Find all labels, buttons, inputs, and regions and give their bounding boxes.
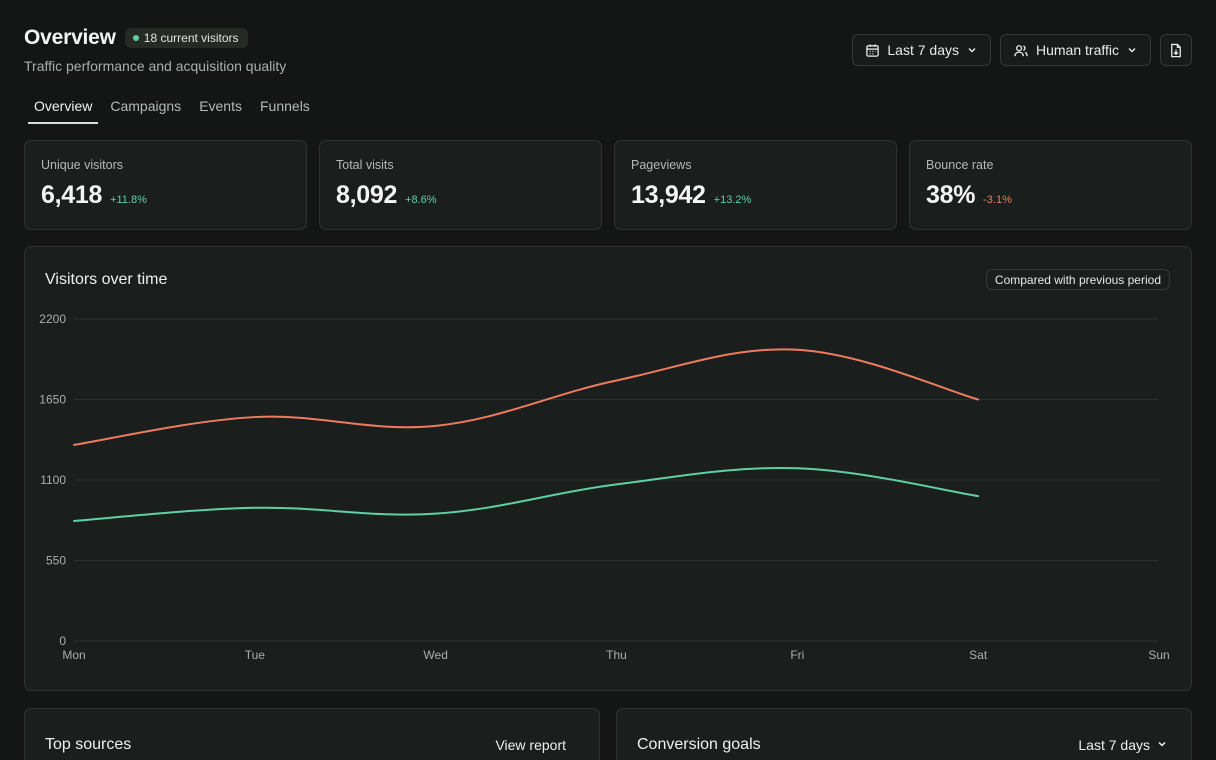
metric-row: 38% -3.1%: [926, 181, 1175, 210]
visitors-line-chart: 0 550 1100 1650 2200 Mon Tue Wed Thu Fri Sat Sun: [39, 312, 1169, 662]
page-title: Overview: [24, 26, 116, 49]
conversion-goals-card: Conversion goals Last 7 days: [616, 708, 1192, 760]
date-range-select[interactable]: Last 7 days: [852, 34, 991, 66]
metric-card-pageviews: Pageviews 13,942 +13.2%: [614, 140, 897, 230]
metric-delta: +8.6%: [405, 194, 437, 206]
traffic-filter-select[interactable]: Human traffic: [1000, 34, 1151, 66]
metric-value: 38%: [926, 181, 976, 209]
tab-campaigns[interactable]: Campaigns: [110, 98, 182, 114]
export-button[interactable]: [1160, 34, 1192, 66]
top-sources-card: Top sources View report: [24, 708, 600, 760]
metric-value: 6,418: [41, 181, 103, 209]
x-tick-label: Mon: [62, 648, 85, 662]
chart-title: Visitors over time: [45, 271, 168, 288]
live-visitors-badge: 18 current visitors: [124, 28, 248, 48]
live-visitors-text: 18 current visitors: [143, 31, 239, 45]
y-tick-label: 550: [46, 554, 66, 568]
tab-bar: Overview Campaigns Events Funnels: [28, 98, 316, 124]
visitors-chart-card: 0 550 1100 1650 2200 Mon Tue Wed Thu Fri Sat Sun Vi…: [24, 246, 1192, 691]
tab-events[interactable]: Events: [199, 98, 242, 114]
metric-delta: -3.1%: [983, 194, 1012, 206]
users-icon: [1013, 43, 1029, 58]
metric-label: Pageviews: [631, 158, 692, 172]
tab-overview[interactable]: Overview: [28, 98, 99, 124]
x-tick-label: Wed: [423, 648, 447, 662]
compare-period-pill[interactable]: Compared with previous period: [985, 269, 1170, 290]
metric-label: Bounce rate: [926, 158, 994, 172]
y-tick-label: 2200: [39, 312, 66, 326]
x-tick-label: Fri: [790, 648, 804, 662]
y-tick-label: 0: [59, 634, 66, 648]
export-icon: [1169, 43, 1183, 58]
metric-label: Unique visitors: [41, 158, 123, 172]
metric-card-total-visits: Total visits 8,092 +8.6%: [319, 140, 602, 230]
top-sources-title: Top sources: [45, 736, 132, 753]
page-header: Overview 18 current visitors Traffic per…: [24, 26, 286, 74]
series-line-1: [73, 467, 980, 522]
y-tick-label: 1650: [39, 393, 66, 407]
x-tick-label: Sun: [1148, 648, 1169, 662]
view-report-link[interactable]: View report: [495, 737, 566, 753]
calendar-icon: [865, 43, 880, 58]
metric-card-unique-visitors: Unique visitors 6,418 +11.8%: [24, 140, 307, 230]
page-subtitle: Traffic performance and acquisition qual…: [24, 58, 287, 74]
header-controls: Last 7 days Human traffic: [852, 34, 1192, 66]
chevron-down-icon: [1156, 737, 1168, 753]
traffic-filter-label: Human traffic: [1036, 42, 1119, 58]
view-report-label: View report: [495, 737, 566, 753]
metric-card-bounce-rate: Bounce rate 38% -3.1%: [909, 140, 1192, 230]
goals-range-label: Last 7 days: [1078, 737, 1150, 753]
metric-label: Total visits: [336, 158, 394, 172]
title-row: Overview 18 current visitors: [24, 26, 286, 50]
x-tick-label: Sat: [969, 648, 988, 662]
metric-row: 6,418 +11.8%: [41, 181, 290, 210]
live-dot-icon: [132, 35, 139, 41]
date-range-label: Last 7 days: [887, 42, 959, 58]
metric-value: 8,092: [336, 181, 398, 209]
chevron-down-icon: [966, 44, 978, 56]
goals-range-select[interactable]: Last 7 days: [1078, 737, 1168, 753]
metric-delta: +11.8%: [110, 194, 147, 206]
x-tick-label: Tue: [245, 648, 266, 662]
metric-delta: +13.2%: [713, 194, 752, 206]
metric-value: 13,942: [631, 181, 706, 209]
conversion-goals-title: Conversion goals: [637, 736, 761, 753]
x-tick-label: Thu: [606, 648, 627, 662]
tab-funnels[interactable]: Funnels: [260, 98, 310, 114]
series-line-0: [73, 348, 980, 446]
chevron-down-icon: [1126, 44, 1138, 56]
metric-row: 13,942 +13.2%: [631, 181, 880, 210]
y-tick-label: 1100: [40, 473, 66, 487]
metric-row: 8,092 +8.6%: [336, 181, 585, 210]
